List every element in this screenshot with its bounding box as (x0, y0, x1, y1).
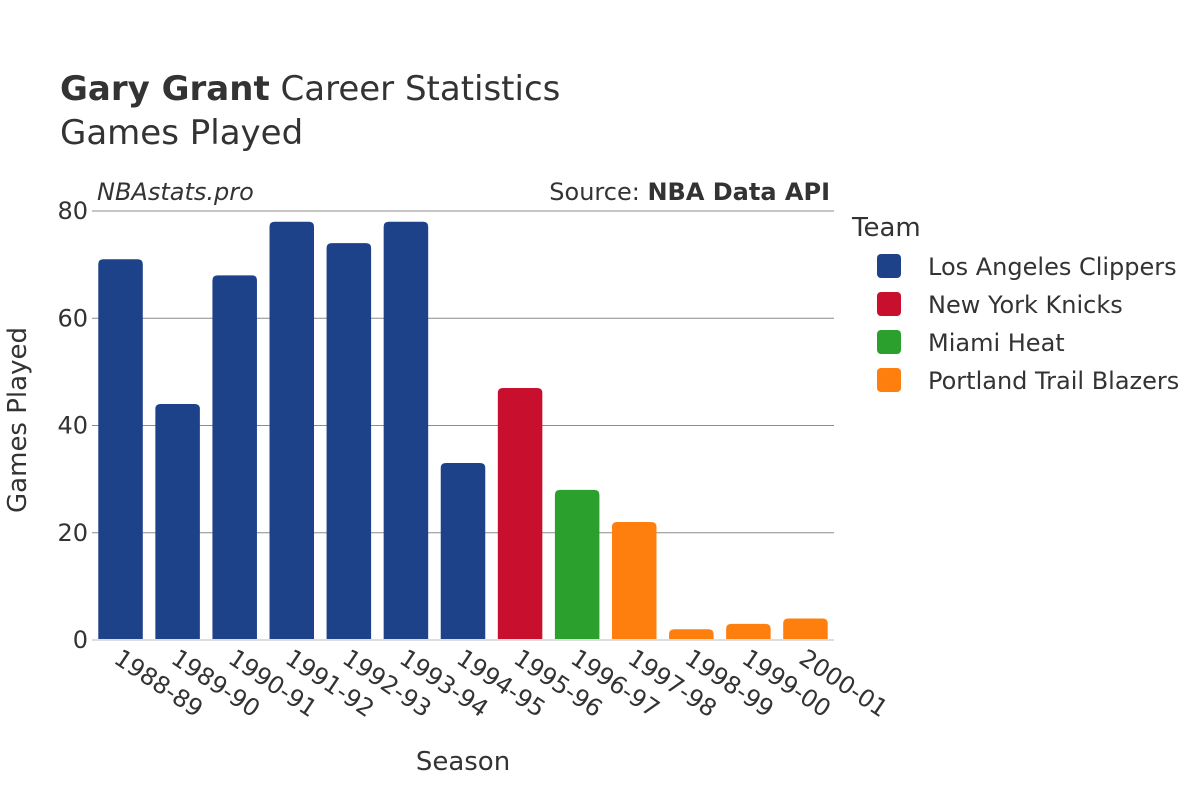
legend-label: Portland Trail Blazers (928, 367, 1179, 395)
bars (98, 221, 828, 641)
y-axis-title: Games Played (3, 327, 33, 513)
chart-title-rest: Career Statistics (270, 69, 561, 109)
y-tick-labels: 0 20 40 60 80 (57, 197, 88, 654)
source-name: NBA Data API (647, 178, 830, 206)
y-tick-label: 40 (57, 412, 88, 440)
bar-1994-95 (440, 463, 486, 640)
bar-1999-00 (726, 623, 771, 640)
bar-1992-93 (326, 243, 372, 641)
bar-1997-98 (611, 522, 657, 640)
legend-label: New York Knicks (928, 291, 1123, 319)
chart-title-player: Gary Grant (60, 69, 270, 109)
y-tick-label: 0 (73, 626, 88, 654)
legend-swatch (877, 254, 901, 278)
bar-1988-89 (98, 259, 143, 640)
x-tick-labels: 1988-891989-901990-911991-921992-931993-… (109, 644, 893, 723)
bar-1991-92 (269, 221, 315, 640)
legend-label: Los Angeles Clippers (928, 253, 1177, 281)
watermark: NBAstats.pro (97, 178, 254, 206)
x-axis-title: Season (416, 747, 510, 777)
legend-swatch (877, 368, 901, 392)
y-tick-label: 80 (57, 197, 88, 225)
source-prefix: Source: (549, 178, 647, 206)
legend-swatch (877, 292, 901, 316)
legend: Los Angeles Clippers New York Knicks Miami… (877, 253, 1179, 395)
bar-1993-94 (383, 221, 429, 640)
chart-title: Gary Grant Career Statistics (60, 69, 560, 109)
bar-2000-01 (783, 618, 828, 640)
legend-label: Miami Heat (928, 329, 1065, 357)
source-label: Source: NBA Data API (549, 178, 830, 206)
bar-1996-97 (554, 489, 600, 640)
legend-title: Team (851, 213, 921, 243)
bar-1990-91 (212, 275, 257, 640)
chart-subtitle: Games Played (60, 113, 303, 153)
y-tick-label: 20 (57, 519, 88, 547)
legend-swatch (877, 330, 901, 354)
bar-1995-96 (497, 387, 543, 640)
y-tick-label: 60 (57, 304, 88, 332)
bar-1989-90 (155, 404, 200, 640)
bar-1998-99 (669, 629, 714, 640)
